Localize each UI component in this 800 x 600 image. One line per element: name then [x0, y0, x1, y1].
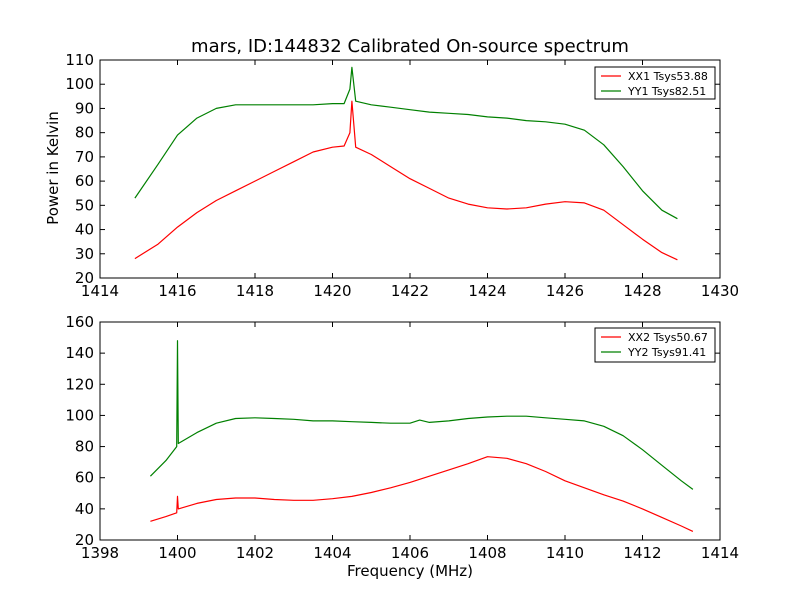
bottom-chart-x-tick-label: 1408 — [468, 544, 506, 562]
bottom-chart-x-tick-label: 1400 — [158, 544, 196, 562]
bottom-chart-series-line-2 — [149, 340, 694, 490]
top-chart-y-tick-label: 30 — [75, 245, 94, 263]
bottom-chart: Frequency (MHz) 1398 1400 1402 1404 1406 1408… — [65, 313, 739, 580]
top-chart-y-tick-label: 110 — [65, 51, 94, 69]
top-chart-y-tick-label: 70 — [75, 148, 94, 166]
top-chart-x-tick-label: 1430 — [701, 282, 739, 300]
bottom-chart-y-tick-label: 80 — [75, 438, 94, 456]
bottom-chart-x-tick-label: 1402 — [236, 544, 274, 562]
top-chart-series-line-2 — [134, 66, 678, 220]
bottom-chart-x-tick-label: 1398 — [81, 544, 119, 562]
bottom-chart-tick-labels: 1398 1400 1402 1404 1406 1408 1410 1412 1414 20 40… — [65, 313, 739, 562]
bottom-chart-y-tick-label: 20 — [75, 531, 94, 549]
top-chart-x-tick-label: 1428 — [623, 282, 661, 300]
top-chart-y-tick-label: 50 — [75, 196, 94, 214]
top-chart: mars, ID:144832 Calibrated On-source spe… — [44, 36, 739, 300]
top-chart-x-tick-label: 1416 — [158, 282, 196, 300]
top-chart-x-tick-label: 1420 — [313, 282, 351, 300]
bottom-chart-series-line-1 — [150, 456, 694, 532]
top-chart-frame — [99, 59, 721, 279]
top-chart-title: mars, ID:144832 Calibrated On-source spe… — [191, 36, 629, 57]
top-chart-y-tick-label: 80 — [75, 124, 94, 142]
bottom-chart-x-tick-label: 1406 — [391, 544, 429, 562]
bottom-chart-legend-entry: YY2 Tsys91.41 — [627, 346, 706, 359]
top-chart-tick-labels: 1414 1416 1418 1420 1422 1424 1426 1428 1430 20 30… — [65, 51, 739, 300]
bottom-chart-y-tick-label: 40 — [75, 500, 94, 518]
bottom-chart-frame — [99, 321, 721, 541]
top-chart-legend-box — [594, 66, 716, 100]
bottom-chart-y-tick-label: 160 — [65, 313, 94, 331]
bottom-chart-y-tick-label: 100 — [65, 406, 94, 424]
top-chart-series-line-1 — [134, 100, 678, 261]
bottom-chart-y-tick-label: 140 — [65, 344, 94, 362]
bottom-chart-x-tick-label: 1410 — [546, 544, 584, 562]
bottom-chart-x-tick-label: 1414 — [701, 544, 739, 562]
bottom-chart-legend-box — [594, 327, 716, 363]
bottom-chart-x-tick-label: 1412 — [623, 544, 661, 562]
bottom-chart-series — [149, 340, 694, 532]
top-chart-x-tick-label: 1426 — [546, 282, 584, 300]
top-chart-y-tick-label: 100 — [65, 75, 94, 93]
top-chart-legend-entry: XX1 Tsys53.88 — [628, 70, 708, 83]
top-chart-y-axis-label: Power in Kelvin — [44, 111, 62, 225]
top-chart-y-tick-label: 40 — [75, 221, 94, 239]
top-chart-legend: XX1 Tsys53.88 YY1 Tsys82.51 — [594, 66, 716, 100]
bottom-chart-legend: XX2 Tsys50.67 YY2 Tsys91.41 — [594, 327, 716, 363]
top-chart-y-tick-label: 60 — [75, 172, 94, 190]
bottom-chart-y-tick-label: 120 — [65, 375, 94, 393]
top-chart-x-tick-label: 1414 — [81, 282, 119, 300]
bottom-chart-x-tick-label: 1404 — [313, 544, 351, 562]
top-chart-legend-entry: YY1 Tsys82.51 — [627, 85, 706, 98]
bottom-chart-x-axis-label: Frequency (MHz) — [347, 562, 473, 580]
top-chart-y-tick-label: 90 — [75, 99, 94, 117]
top-chart-y-tick-label: 20 — [75, 269, 94, 287]
top-chart-x-tick-label: 1418 — [236, 282, 274, 300]
bottom-chart-legend-entry: XX2 Tsys50.67 — [628, 331, 708, 344]
top-chart-x-tick-label: 1422 — [391, 282, 429, 300]
top-chart-x-tick-label: 1424 — [468, 282, 506, 300]
bottom-chart-y-tick-label: 60 — [75, 469, 94, 487]
top-chart-series — [134, 66, 678, 261]
